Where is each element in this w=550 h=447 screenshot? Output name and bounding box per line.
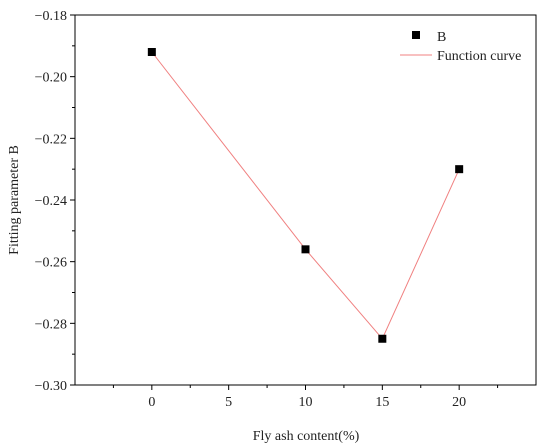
data-point-b xyxy=(147,48,156,56)
data-point-b xyxy=(301,245,310,254)
x-tick-label: 0 xyxy=(148,395,155,410)
y-tick-label: −0.28 xyxy=(35,317,67,332)
x-tick-label: 20 xyxy=(452,395,466,410)
data-point-b xyxy=(378,334,387,343)
x-tick-label: 15 xyxy=(375,395,389,410)
legend-label-b: B xyxy=(437,30,446,45)
axes: 0 5 10 15 20 −0.30 −0.28 −0.26 −0.24 −0.22 −0.20 −0… xyxy=(35,9,537,410)
function-curve-line xyxy=(151,51,460,340)
x-tick-label: 10 xyxy=(299,395,313,410)
legend-marker-b xyxy=(412,31,420,39)
y-tick-label: −0.18 xyxy=(35,9,67,24)
data-point-b xyxy=(455,165,464,174)
legend-label-function-curve: Function curve xyxy=(437,49,521,64)
plot-area xyxy=(147,48,464,343)
y-axis-title: Fitting parameter B xyxy=(7,145,22,255)
x-tick-label: 5 xyxy=(225,395,232,410)
y-tick-label: −0.24 xyxy=(35,194,67,209)
y-tick-label: −0.30 xyxy=(35,379,67,394)
y-tick-label: −0.20 xyxy=(35,71,67,86)
y-tick-label: −0.22 xyxy=(35,132,67,147)
x-axis-title: Fly ash content(%) xyxy=(253,429,360,444)
legend: B Function curve xyxy=(400,30,521,64)
plot-frame xyxy=(74,14,537,386)
y-tick-label: −0.26 xyxy=(35,256,67,271)
